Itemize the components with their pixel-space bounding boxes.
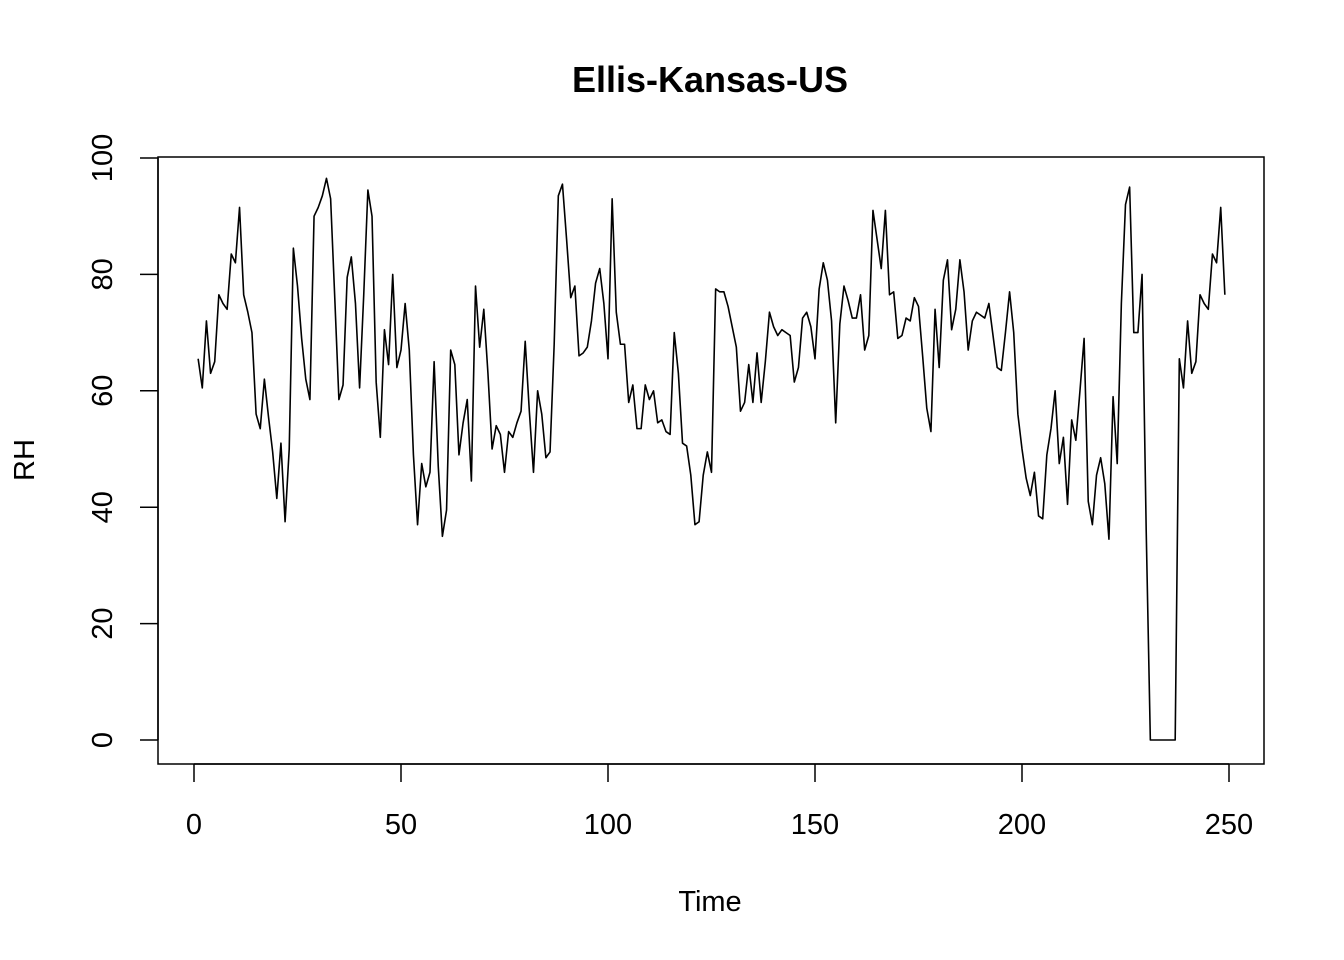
- x-tick-label: 100: [584, 809, 632, 841]
- x-tick-label: 250: [1205, 809, 1253, 841]
- y-axis-label: RH: [9, 439, 41, 481]
- y-tick-label: 80: [87, 258, 119, 290]
- y-tick-label: 100: [87, 134, 119, 182]
- y-tick-label: 40: [87, 491, 119, 523]
- chart-title: Ellis-Kansas-US: [572, 59, 848, 100]
- x-tick-label: 200: [998, 809, 1046, 841]
- x-tick-label: 150: [791, 809, 839, 841]
- x-tick-label: 0: [186, 809, 202, 841]
- x-axis: 0 50 100 150 200 250: [186, 763, 1253, 841]
- x-axis-label: Time: [678, 886, 741, 918]
- x-tick-label: 50: [385, 809, 417, 841]
- y-axis: 0 20 40 60 80 100: [87, 134, 159, 748]
- y-tick-label: 60: [87, 375, 119, 407]
- series-line-rh: [197, 177, 1226, 741]
- y-tick-label: 20: [87, 607, 119, 639]
- y-tick-label: 0: [87, 732, 119, 748]
